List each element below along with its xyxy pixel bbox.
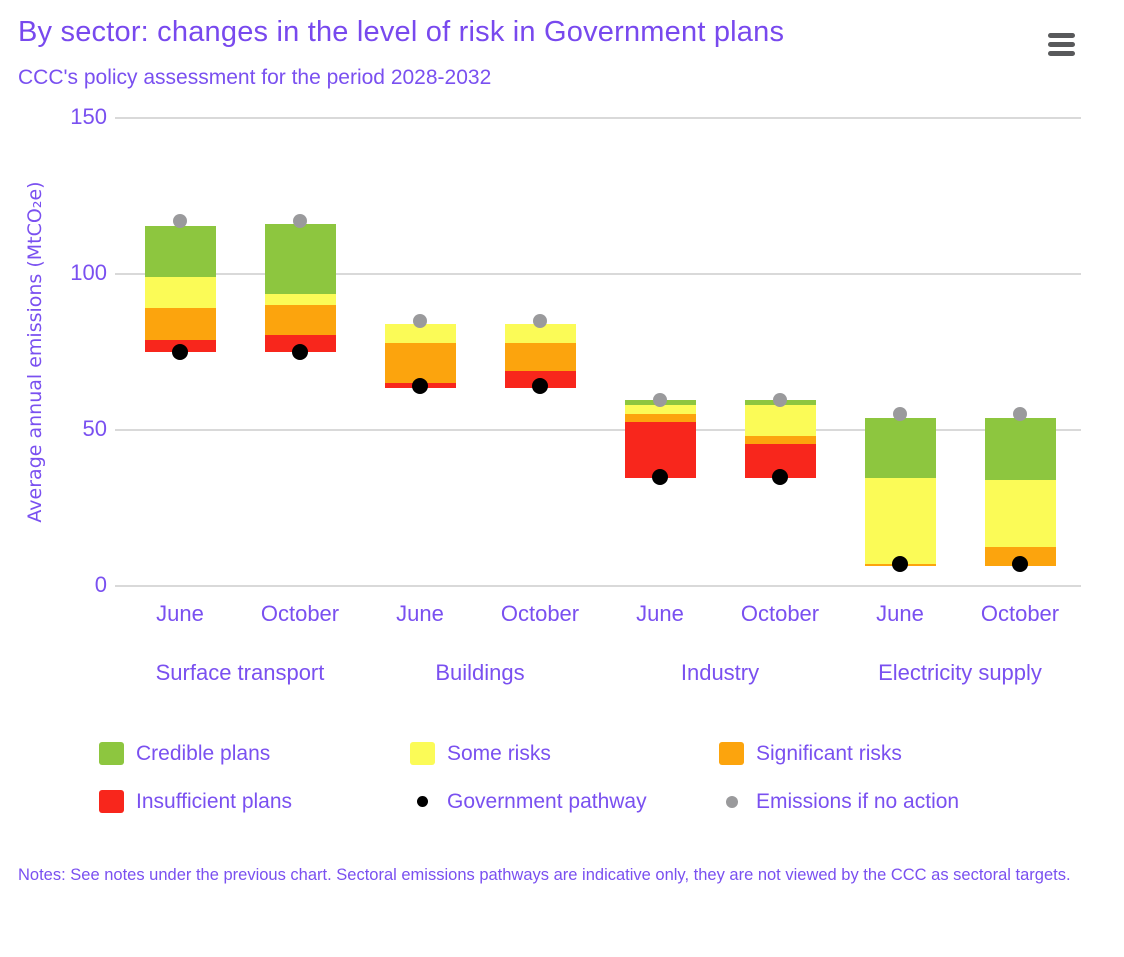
bar-segment-significant-risks: [264, 305, 336, 335]
government-pathway-dot: [532, 378, 548, 395]
gridline-y-0: [115, 585, 1081, 587]
bar-segment-credible-plans: [144, 225, 216, 278]
emissions-no-action-dot: [1013, 407, 1027, 422]
x-axis-label-month: June: [636, 601, 684, 626]
legend-label: Some risks: [447, 741, 551, 765]
bar-segment-some-risks: [504, 323, 576, 343]
bar-segment-significant-risks: [504, 342, 576, 371]
chart-subtitle: CCC's policy assessment for the period 2…: [18, 66, 492, 89]
government-pathway-dot: [412, 378, 428, 395]
legend-item-some-risks[interactable]: Some risks: [410, 741, 551, 766]
government-pathway-dot: [292, 344, 308, 360]
legend-dot-icon: [719, 789, 744, 814]
emissions-no-action-dot: [653, 393, 667, 408]
bar-segment-significant-risks: [624, 414, 696, 423]
bar-segment-significant-risks: [384, 342, 456, 384]
x-axis-label-month: June: [876, 601, 924, 626]
legend-swatch-icon: [99, 789, 124, 814]
emissions-no-action-dot: [533, 313, 547, 328]
gridline-y-100: [115, 273, 1081, 275]
hamburger-bar: [1047, 41, 1075, 47]
hamburger-menu-icon[interactable]: [1042, 28, 1080, 60]
emissions-no-action-dot: [293, 213, 307, 228]
y-tick-label: 100: [70, 260, 107, 285]
y-axis-title: Average annual emissions (MtCO₂e): [24, 181, 46, 523]
x-axis-label-sector: Surface transport: [155, 660, 325, 685]
y-tick-label: 150: [70, 104, 107, 129]
bar-segment-some-risks: [384, 323, 456, 343]
hamburger-bar: [1047, 50, 1075, 56]
legend-label: Emissions if no action: [756, 789, 960, 813]
x-axis-label-month: October: [260, 601, 340, 626]
y-tick-label: 50: [82, 416, 107, 441]
government-pathway-dot: [892, 556, 908, 573]
legend-marker: [417, 796, 428, 807]
legend-label: Insufficient plans: [136, 789, 293, 813]
bar-segment-some-risks: [624, 405, 696, 415]
bar-segment-some-risks: [984, 479, 1056, 547]
legend-marker: [99, 742, 124, 765]
x-axis-label-month: June: [396, 601, 444, 626]
legend-marker: [99, 790, 124, 813]
legend-label: Significant risks: [756, 741, 902, 765]
emissions-no-action-dot: [893, 407, 907, 422]
legend-item-significant-risks[interactable]: Significant risks: [719, 741, 902, 766]
x-axis-label-month: October: [980, 601, 1060, 626]
government-pathway-dot: [652, 468, 668, 485]
hamburger-bar: [1047, 32, 1075, 38]
gridline-y-50: [115, 429, 1081, 431]
bar-segment-significant-risks: [744, 436, 816, 445]
plot-area: Average annual emissions (MtCO₂e) 0 50 100…: [24, 104, 1081, 685]
legend-dot-icon: [410, 789, 435, 814]
emissions-no-action-dot: [173, 213, 187, 228]
bar-segment-some-risks: [744, 405, 816, 437]
bar-segment-credible-plans: [864, 417, 936, 479]
bar-segment-credible-plans: [984, 417, 1056, 480]
y-tick-label: 0: [94, 572, 107, 597]
bar-segment-credible-plans: [264, 224, 336, 295]
emissions-no-action-dot: [773, 393, 787, 408]
government-pathway-dot: [772, 468, 788, 485]
bar-segment-significant-risks: [144, 308, 216, 340]
government-pathway-dot: [1012, 556, 1028, 573]
government-pathway-dot: [172, 344, 188, 360]
legend-item-credible-plans[interactable]: Credible plans: [99, 741, 270, 766]
x-axis-label-sector: Electricity supply: [878, 660, 1042, 685]
bar-segment-insufficient-plans: [264, 334, 336, 352]
legend-item-government-pathway[interactable]: Government pathway: [410, 789, 647, 814]
bar-segment-some-risks: [144, 277, 216, 309]
bar-segment-some-risks: [864, 478, 936, 565]
chart-notes: Notes: See notes under the previous char…: [18, 866, 1071, 884]
bar-segment-some-risks: [264, 294, 336, 306]
legend-label: Government pathway: [447, 789, 647, 813]
legend-item-emissions-if-no-action[interactable]: Emissions if no action: [719, 789, 959, 814]
x-axis-label-sector: Buildings: [435, 660, 525, 685]
legend-swatch-icon: [719, 741, 744, 766]
legend-item-insufficient-plans[interactable]: Insufficient plans: [99, 789, 292, 814]
x-axis-label-month: June: [156, 601, 204, 626]
x-axis-label-sector: Industry: [680, 660, 760, 685]
gridline-y-150: [115, 117, 1081, 119]
legend-marker: [719, 742, 744, 765]
legend-marker: [725, 795, 738, 808]
legend-swatch-icon: [410, 741, 435, 766]
x-axis-label-month: October: [740, 601, 820, 626]
legend-label: Credible plans: [136, 741, 271, 765]
x-axis-label-month: October: [500, 601, 580, 626]
chart-title: By sector: changes in the level of risk …: [18, 16, 785, 48]
emissions-no-action-dot: [413, 313, 427, 328]
legend-swatch-icon: [99, 741, 124, 766]
legend-marker: [410, 742, 435, 765]
